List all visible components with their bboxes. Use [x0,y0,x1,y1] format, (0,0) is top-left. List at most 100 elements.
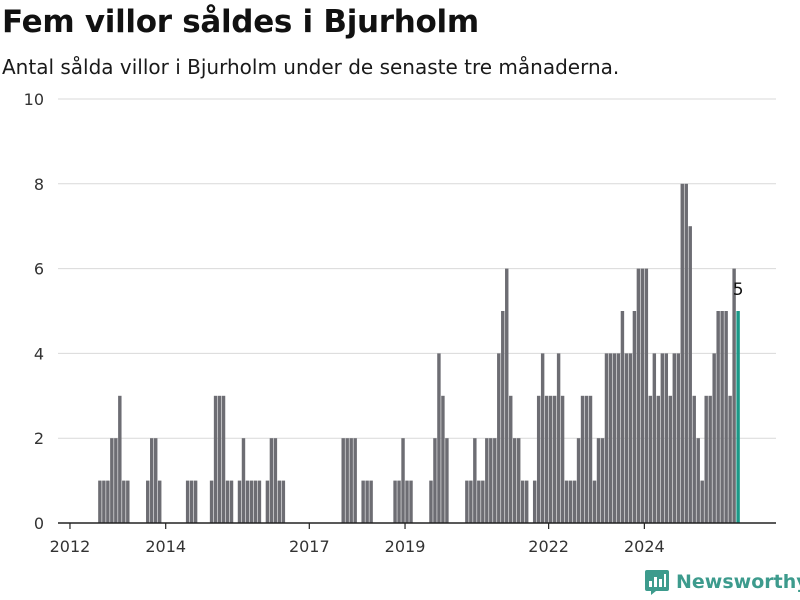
x-tick-label: 2019 [385,537,426,556]
bar [489,438,493,523]
x-tick-label: 2022 [528,537,569,556]
bar [437,353,441,523]
bar [209,480,214,523]
x-tick-label: 2024 [624,537,665,556]
bar [213,395,218,523]
bar [708,395,712,523]
brand-name: Newsworthy [676,571,800,593]
chart-title: Fem villor såldes i Bjurholm [2,4,479,40]
bar [608,353,613,523]
bar [501,311,505,523]
bar [648,395,653,523]
bar [473,438,477,523]
highlight-value-label: 5 [733,280,744,300]
bar [732,268,736,523]
bar [189,480,194,523]
bar [644,268,649,523]
y-tick-label: 0 [34,514,44,533]
bar [620,311,625,523]
bar [552,395,557,523]
bar [668,395,673,523]
bar [628,353,633,523]
x-tick-label: 2014 [145,537,186,556]
bar [122,480,126,523]
bar [349,438,353,523]
bar [548,395,553,523]
bar [684,183,688,524]
bar [509,395,513,523]
bar [493,438,497,523]
bar [409,480,413,523]
bar [584,395,589,523]
bar [405,480,409,523]
bar [612,353,617,523]
bar [106,480,110,523]
bar [477,480,481,523]
bar [656,395,661,523]
bar [596,438,601,523]
bar [588,395,593,523]
bar [433,438,437,523]
bar [572,480,577,523]
bar [126,480,130,523]
bar [249,480,254,523]
x-tick-label: 2017 [289,537,330,556]
bar [217,395,222,523]
bar [536,395,541,523]
bar [469,480,473,523]
y-tick-label: 8 [34,175,44,194]
bar [253,480,258,523]
bar [592,480,597,523]
bar [716,311,720,523]
bar [369,480,373,523]
bar [481,480,485,523]
bar-chart-pin-icon [645,570,669,595]
bar [150,438,154,523]
bar [102,480,106,523]
bar [445,438,449,523]
bar [505,268,509,523]
bar [237,480,242,523]
bar [361,480,365,523]
bar [397,480,401,523]
bar [441,395,445,523]
bar [429,480,433,523]
bar [229,480,234,523]
y-axis-labels: 0 2 4 6 8 10 [24,90,44,533]
bar [114,438,118,523]
bar [193,480,198,523]
bar [257,480,262,523]
bar [225,480,230,523]
bar [544,395,549,523]
y-tick-label: 10 [24,90,44,109]
bar [652,353,657,523]
bar [365,480,369,523]
bar [158,480,162,523]
bar [700,480,704,523]
bar [281,480,286,523]
bar [517,438,521,523]
bar [720,311,724,523]
bar [485,438,489,523]
bar [568,480,573,523]
bar [632,311,637,523]
bar [704,395,708,523]
bar [576,438,581,523]
bar [118,395,122,523]
y-tick-label: 4 [34,344,44,363]
bar [664,353,669,523]
bar [353,438,357,523]
bar [696,438,700,523]
bar-highlight [736,311,740,523]
bar [728,395,732,523]
bar [513,438,517,523]
bar [265,480,270,523]
bar [564,480,569,523]
bar [560,395,565,523]
bar [341,438,345,523]
bar [245,480,250,523]
bar [624,353,629,523]
bar [580,395,585,523]
bar [524,480,529,523]
